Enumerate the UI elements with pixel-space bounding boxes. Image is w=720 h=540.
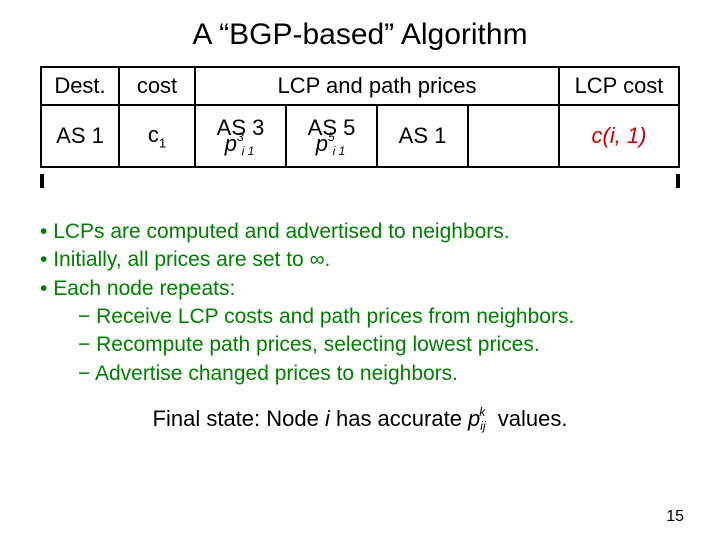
slide-title: A “BGP-based” Algorithm: [40, 18, 680, 52]
as5-price: p5i 1: [287, 133, 376, 155]
hdr-lcp-cost: LCP cost: [559, 67, 679, 105]
subbullet-1: − Receive LCP costs and path prices from…: [40, 303, 680, 331]
cell-as5: AS 5 p5i 1: [286, 105, 377, 167]
subbullet-2: − Recompute path prices, selecting lowes…: [40, 331, 680, 359]
cell-as1: AS 1: [377, 105, 468, 167]
table-data-row: AS 1 c1 AS 3 p3i 1 AS 5 p5i 1 AS 1 c(i, …: [41, 105, 679, 167]
table-header-row: Dest. cost LCP and path prices LCP cost: [41, 67, 679, 105]
cost-base: c: [148, 122, 159, 147]
as1-label: AS 1: [378, 125, 467, 147]
hdr-dest: Dest.: [41, 67, 119, 105]
bullet-2: • Initially, all prices are set to ∞.: [40, 246, 680, 274]
final-state: Final state: Node i has accurate pkij va…: [40, 406, 680, 432]
as3-price: p3i 1: [196, 133, 285, 155]
bullet-1: • LCPs are computed and advertised to ne…: [40, 218, 680, 246]
hdr-lcp-path: LCP and path prices: [195, 67, 559, 105]
subbullet-3: − Advertise changed prices to neighbors.: [40, 360, 680, 388]
cell-blank: [468, 105, 559, 167]
cost-sub: 1: [159, 135, 166, 150]
hdr-cost: cost: [119, 67, 195, 105]
cell-as3: AS 3 p3i 1: [195, 105, 286, 167]
bullet-3: • Each node repeats:: [40, 275, 680, 303]
algorithm-table: Dest. cost LCP and path prices LCP cost …: [40, 66, 680, 168]
dash-separator: [40, 172, 680, 190]
page-number: 15: [666, 508, 684, 526]
bullet-list: • LCPs are computed and advertised to ne…: [40, 218, 680, 388]
cell-lcp-cost: c(i, 1): [559, 105, 679, 167]
cell-cost: c1: [119, 105, 195, 167]
cell-dest: AS 1: [41, 105, 119, 167]
